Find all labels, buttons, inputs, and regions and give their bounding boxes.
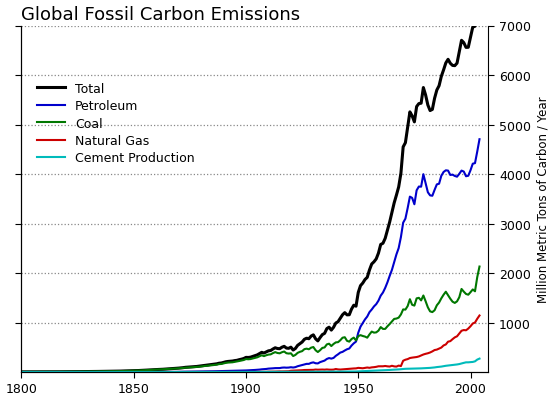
Coal: [18, 370, 25, 375]
Natural Gas: [476, 313, 483, 318]
Total: [436, 84, 442, 89]
Cement Production: [18, 370, 25, 375]
Petroleum: [270, 366, 276, 371]
Line: Coal: Coal: [22, 267, 480, 372]
Petroleum: [77, 370, 83, 375]
Total: [328, 328, 335, 333]
Petroleum: [328, 356, 335, 361]
Cement Production: [436, 365, 442, 369]
Coal: [296, 350, 303, 354]
Coal: [476, 265, 483, 269]
Total: [306, 336, 312, 341]
Legend: Total, Petroleum, Coal, Natural Gas, Cement Production: Total, Petroleum, Coal, Natural Gas, Cem…: [32, 78, 200, 170]
Cement Production: [306, 369, 312, 374]
Line: Total: Total: [22, 0, 480, 372]
Text: Global Fossil Carbon Emissions: Global Fossil Carbon Emissions: [22, 6, 301, 24]
Total: [18, 370, 25, 375]
Natural Gas: [328, 367, 335, 372]
Natural Gas: [306, 368, 312, 373]
Total: [270, 347, 276, 352]
Natural Gas: [18, 370, 25, 375]
Petroleum: [476, 138, 483, 142]
Coal: [436, 300, 442, 305]
Total: [296, 341, 303, 346]
Coal: [328, 344, 335, 348]
Cement Production: [77, 370, 83, 375]
Cement Production: [270, 369, 276, 374]
Coal: [77, 369, 83, 374]
Total: [77, 369, 83, 374]
Line: Cement Production: Cement Production: [22, 359, 480, 372]
Petroleum: [306, 362, 312, 367]
Petroleum: [296, 363, 303, 368]
Coal: [306, 347, 312, 352]
Cement Production: [476, 356, 483, 361]
Y-axis label: Million Metric Tons of Carbon / Year: Million Metric Tons of Carbon / Year: [537, 96, 549, 302]
Coal: [270, 351, 276, 356]
Petroleum: [18, 370, 25, 375]
Natural Gas: [77, 370, 83, 375]
Natural Gas: [270, 369, 276, 374]
Line: Petroleum: Petroleum: [22, 140, 480, 372]
Natural Gas: [296, 368, 303, 373]
Cement Production: [328, 369, 335, 374]
Natural Gas: [436, 346, 442, 351]
Line: Natural Gas: Natural Gas: [22, 316, 480, 372]
Cement Production: [296, 369, 303, 374]
Petroleum: [436, 182, 442, 186]
